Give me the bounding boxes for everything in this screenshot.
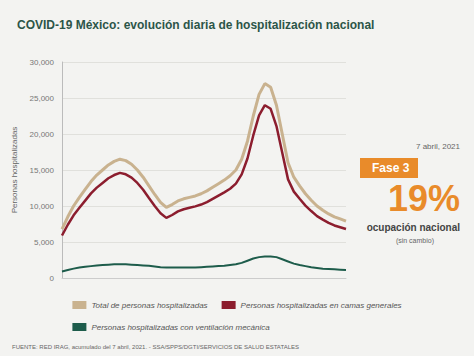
- svg-text:30,000: 30,000: [30, 58, 55, 67]
- svg-text:Total de personas hospitalizad: Total de personas hospitalizadas: [91, 301, 207, 310]
- svg-text:ocupación nacional: ocupación nacional: [367, 222, 461, 233]
- svg-text:FUENTE: RED IRAG, acumulado de: FUENTE: RED IRAG, acumulado del 7 abril,…: [12, 344, 299, 350]
- svg-text:Personas hospitalizadas en cam: Personas hospitalizadas en camas general…: [241, 301, 402, 310]
- svg-text:0: 0: [50, 274, 55, 283]
- svg-text:20,000: 20,000: [30, 130, 55, 139]
- svg-text:25,000: 25,000: [30, 94, 55, 103]
- svg-text:(sin cambio): (sin cambio): [396, 237, 434, 245]
- svg-text:10,000: 10,000: [30, 202, 55, 211]
- svg-text:5,000: 5,000: [34, 238, 55, 247]
- svg-text:7 abril, 2021: 7 abril, 2021: [416, 142, 461, 151]
- svg-text:COVID-19 México: evolución dia: COVID-19 México: evolución diaria de hos…: [17, 18, 374, 32]
- svg-text:19%: 19%: [388, 178, 460, 219]
- svg-text:15,000: 15,000: [30, 166, 55, 175]
- svg-text:Fase 3: Fase 3: [372, 161, 410, 175]
- svg-text:Personas hospitalizadas: Personas hospitalizadas: [10, 127, 19, 214]
- svg-text:Personas hospitalizadas con ve: Personas hospitalizadas con ventilación …: [91, 323, 270, 332]
